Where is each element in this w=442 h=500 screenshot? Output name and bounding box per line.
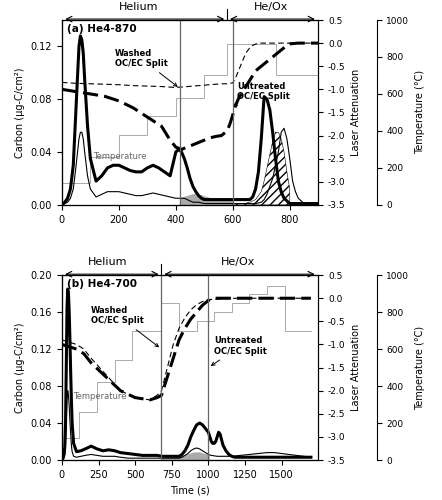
Text: Washed
OC/EC Split: Washed OC/EC Split [91, 306, 158, 346]
Text: Untreated
OC/EC Split: Untreated OC/EC Split [234, 82, 290, 106]
Text: Temperature: Temperature [73, 392, 126, 401]
Text: (a) He4-870: (a) He4-870 [67, 24, 137, 34]
Text: Helium: Helium [119, 2, 159, 12]
Y-axis label: Laser Attenuation: Laser Attenuation [351, 324, 361, 411]
Text: Helium: Helium [88, 257, 127, 267]
Text: (b) He4-700: (b) He4-700 [67, 279, 137, 289]
Y-axis label: Temperature (°C): Temperature (°C) [415, 70, 425, 154]
Text: Temperature: Temperature [93, 152, 147, 160]
X-axis label: Time (s): Time (s) [170, 486, 210, 496]
Y-axis label: Laser Attenuation: Laser Attenuation [351, 69, 361, 156]
Text: Washed
OC/EC Split: Washed OC/EC Split [114, 49, 177, 86]
Text: He/Ox: He/Ox [221, 257, 255, 267]
Y-axis label: Carbon (μg-C/cm²): Carbon (μg-C/cm²) [15, 322, 25, 413]
Y-axis label: Carbon (μg-C/cm²): Carbon (μg-C/cm²) [15, 67, 25, 158]
Y-axis label: Temperature (°C): Temperature (°C) [415, 326, 425, 409]
Text: He/Ox: He/Ox [254, 2, 289, 12]
Text: Untreated
OC/EC Split: Untreated OC/EC Split [212, 336, 267, 366]
